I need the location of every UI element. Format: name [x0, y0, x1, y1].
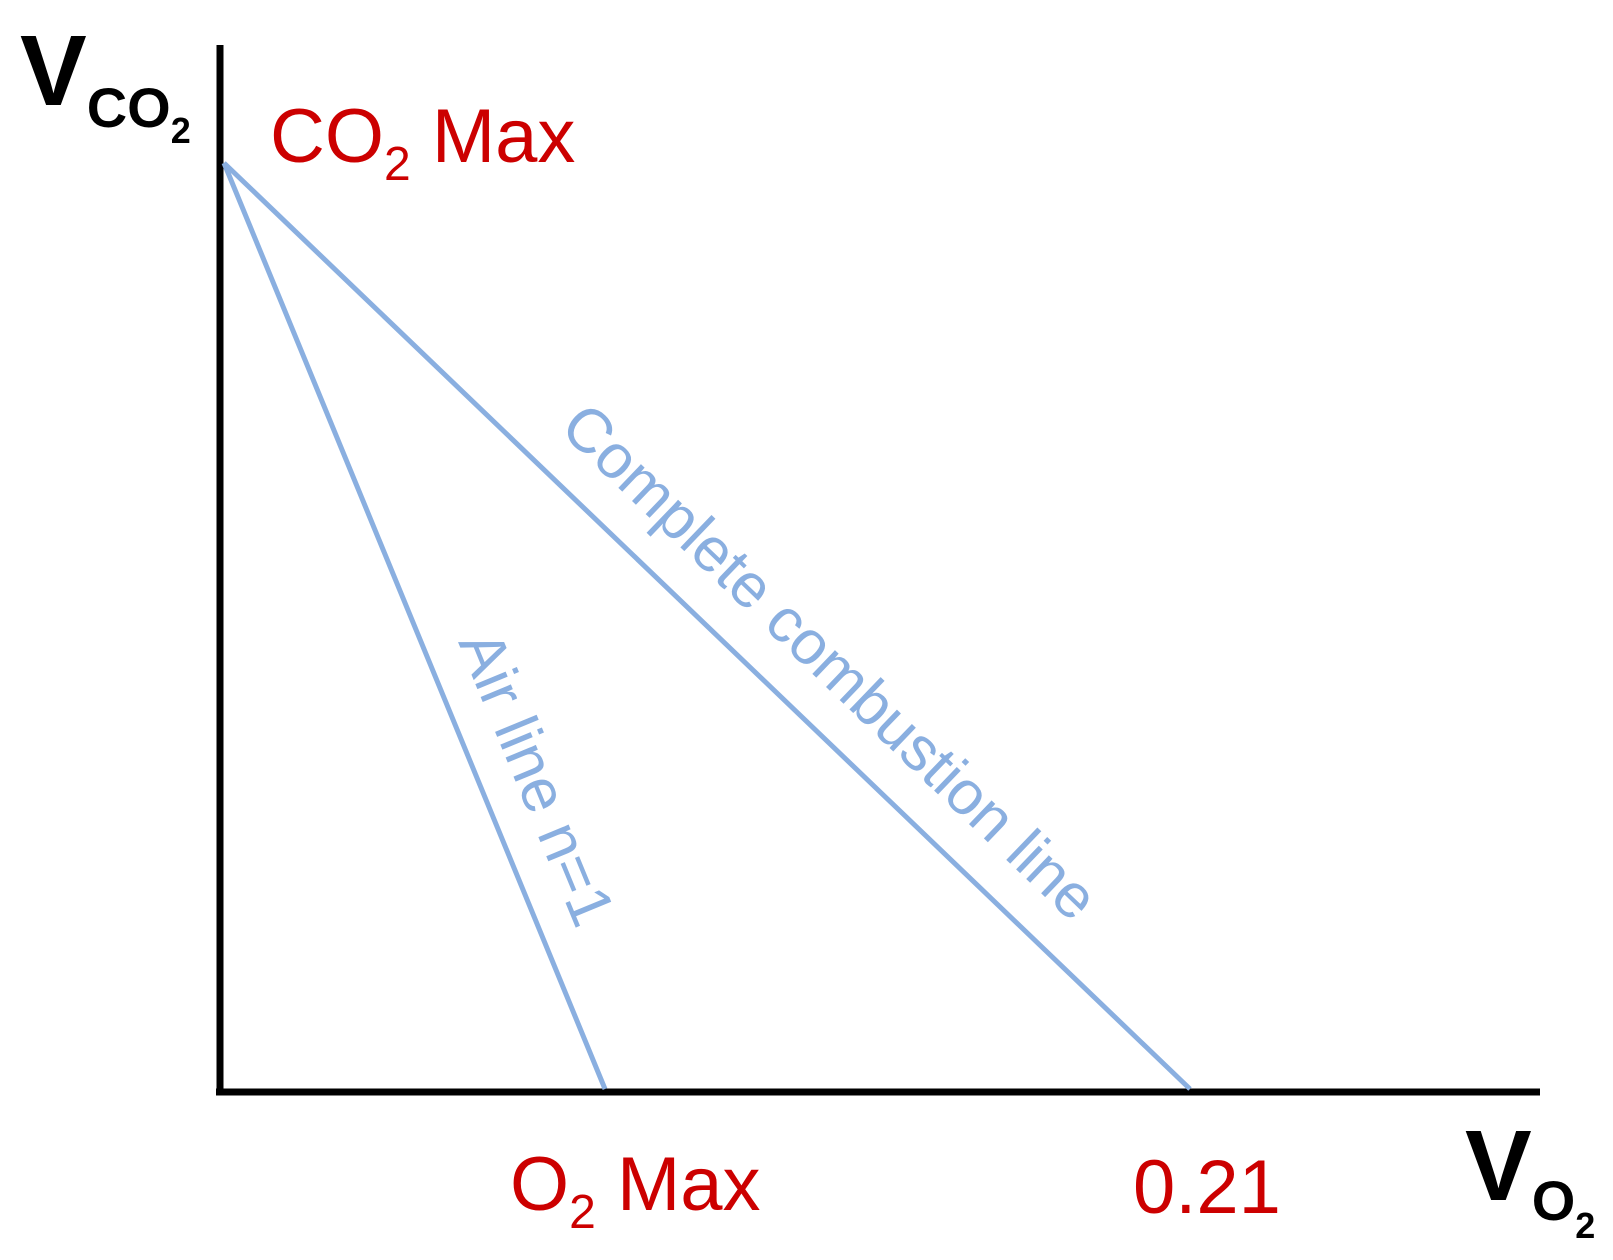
x-axis-label-sub: O: [1532, 1169, 1576, 1232]
air-line: [221, 162, 608, 1090]
complete-combustion-line-label: Complete combustion line: [548, 390, 1111, 934]
o2-max-label: O2 Max: [510, 1142, 761, 1239]
x-axis-label: VO2: [1465, 1110, 1595, 1246]
y-axis-label: VCO2: [20, 15, 191, 151]
co2-max-suffix: Max: [411, 94, 576, 179]
complete-combustion-line: [222, 161, 1192, 1091]
co2-max-sub: 2: [384, 138, 411, 191]
x-axis-label-subsub: 2: [1575, 1205, 1595, 1246]
y-axis-label-subsub: 2: [171, 110, 191, 151]
o2-max-prefix: O: [510, 1142, 569, 1227]
x-axis-label-main: V: [1465, 1110, 1532, 1222]
o2-max-suffix: Max: [596, 1142, 761, 1227]
y-axis-label-main: V: [20, 15, 87, 127]
y-axis-label-sub: CO: [87, 76, 171, 139]
air-line-label: Air line n=1: [445, 621, 628, 936]
o2-max-sub: 2: [569, 1186, 596, 1239]
co2-max-prefix: CO: [270, 94, 384, 179]
co2-max-label: CO2 Max: [270, 94, 575, 191]
x-value-label: 0.21: [1133, 1145, 1281, 1230]
